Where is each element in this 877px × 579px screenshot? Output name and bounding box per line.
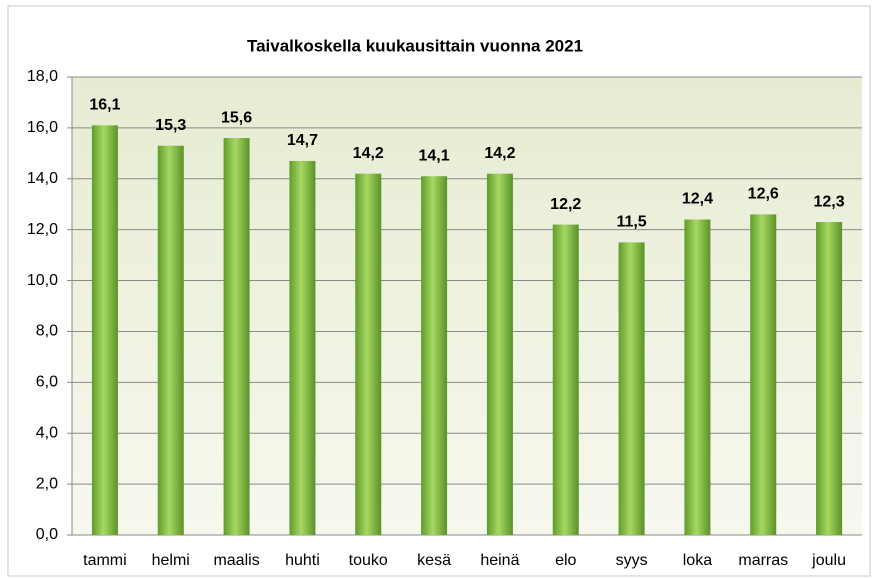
bar: [289, 160, 316, 535]
value-label: 12,3: [814, 193, 845, 210]
value-label: 15,6: [221, 109, 252, 126]
y-tick-label: 10,0: [27, 272, 58, 289]
bar: [355, 173, 382, 535]
x-tick-label: maalis: [213, 552, 259, 569]
chart-title: Taivalkoskella kuukausittain vuonna 2021: [247, 36, 583, 55]
value-label: 14,1: [419, 147, 450, 164]
x-tick-label: helmi: [152, 552, 190, 569]
y-tick-label: 16,0: [27, 119, 58, 136]
x-tick-label: joulu: [811, 552, 846, 569]
bar: [421, 176, 448, 535]
value-label: 14,2: [353, 145, 384, 162]
y-tick-label: 12,0: [27, 221, 58, 238]
y-tick-label: 2,0: [36, 475, 58, 492]
bar: [223, 138, 250, 536]
value-label: 12,2: [550, 196, 581, 213]
y-tick-label: 6,0: [36, 374, 58, 391]
bar: [618, 242, 645, 535]
x-tick-label: kesä: [417, 552, 451, 569]
bar: [684, 219, 711, 535]
x-tick-label: loka: [683, 552, 712, 569]
bar: [750, 214, 777, 535]
value-label: 15,3: [155, 117, 186, 134]
value-label: 16,1: [89, 97, 120, 114]
bar: [91, 125, 118, 535]
value-label: 14,7: [287, 132, 318, 149]
bar: [486, 173, 513, 535]
bar: [552, 224, 579, 536]
bar: [157, 145, 184, 535]
plot-area: [72, 77, 862, 535]
x-tick-label: touko: [349, 552, 388, 569]
x-tick-label: elo: [555, 552, 576, 569]
value-label: 12,6: [748, 186, 779, 203]
x-tick-label: heinä: [480, 552, 519, 569]
y-tick-label: 0,0: [36, 526, 58, 543]
y-tick-label: 8,0: [36, 323, 58, 340]
x-tick-label: tammi: [83, 552, 127, 569]
value-label: 14,2: [484, 145, 515, 162]
x-tick-label: huhti: [285, 552, 320, 569]
y-tick-label: 4,0: [36, 424, 58, 441]
bar: [816, 222, 843, 536]
x-tick-label: syys: [616, 552, 648, 569]
x-tick-label: marras: [738, 552, 788, 569]
value-label: 12,4: [682, 191, 713, 208]
y-tick-label: 14,0: [27, 170, 58, 187]
y-tick-label: 18,0: [27, 68, 58, 85]
value-label: 11,5: [616, 214, 646, 231]
